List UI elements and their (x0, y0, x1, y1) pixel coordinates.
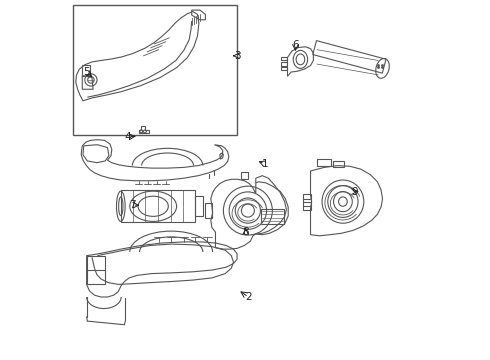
Text: 7: 7 (129, 200, 136, 210)
Text: 8: 8 (243, 227, 249, 237)
Text: 3: 3 (234, 51, 241, 61)
Text: 5: 5 (83, 67, 90, 77)
Text: 2: 2 (245, 292, 252, 302)
Text: 4: 4 (124, 132, 131, 142)
Text: 9: 9 (351, 186, 358, 197)
Text: 1: 1 (262, 159, 268, 169)
Bar (73, 5, 237, 135)
Text: 6: 6 (292, 40, 299, 50)
